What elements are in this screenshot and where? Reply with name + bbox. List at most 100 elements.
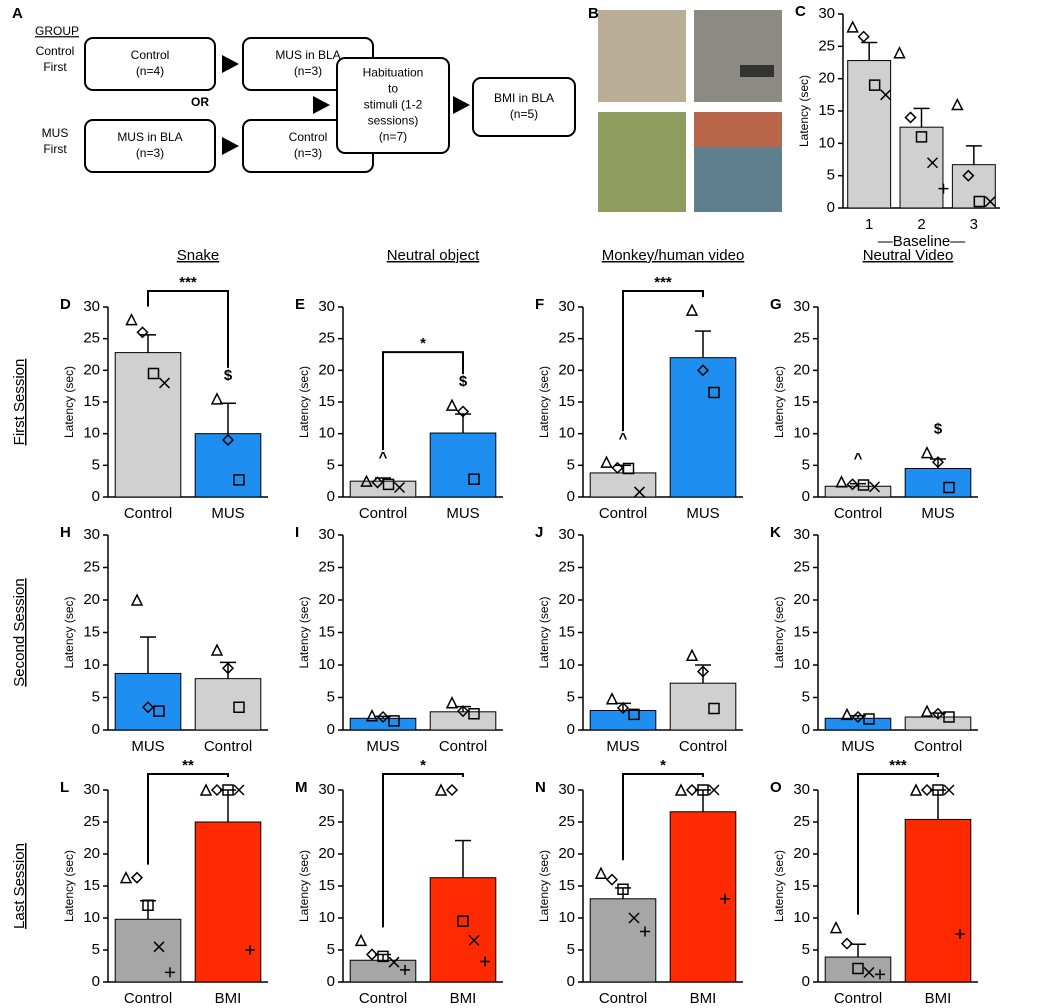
bracket [382,773,464,928]
bar [669,357,737,498]
arrow [222,55,239,73]
data-point [233,784,245,796]
y-tick-label: 15 [318,623,335,640]
data-point [611,461,624,474]
x-tick-label: Control [359,990,407,1007]
y-tick-label: 20 [793,591,810,608]
significance-bracket-label: ** [182,757,194,774]
data-point [708,702,720,715]
data-point [829,920,843,934]
data-point [456,405,470,418]
panel-letter: E [295,296,305,313]
data-point [696,665,710,678]
y-tick-label: 5 [327,688,335,705]
data-point [130,871,144,884]
y-tick-label: 5 [827,167,835,184]
data-point [685,303,699,316]
data-point [875,969,885,980]
bar [669,682,737,731]
data-point [962,169,975,182]
y-axis-label: Latency (sec) [537,596,551,668]
y-tick-label: 15 [818,102,835,119]
significance-mark: ^ [619,430,628,447]
arrow [453,96,470,114]
significance-bracket-label: * [420,335,426,352]
data-point [130,593,144,606]
data-point [382,478,395,491]
y-tick-label: 10 [83,656,100,673]
bracket [147,290,229,368]
panel-letter: M [295,779,308,796]
y-tick-label: 5 [802,456,810,473]
data-point [640,926,650,937]
bar [349,959,417,983]
y-tick-label: 5 [327,456,335,473]
data-point [835,475,848,488]
y-axis-label: Latency (sec) [797,75,811,147]
data-point [400,964,410,975]
x-tick-label: Control [359,505,407,522]
data-point [938,183,949,194]
data-point [674,783,688,796]
data-point [142,899,154,911]
photo-object [694,10,782,102]
data-point [920,783,934,797]
data-point [233,701,245,713]
y-axis-label: Latency (sec) [297,596,311,668]
x-axis-label: —Baseline— [878,233,966,250]
data-point [468,708,480,720]
panel-letter: N [535,779,546,796]
y-tick-label: 0 [567,973,575,990]
y-tick-label: 30 [558,298,575,315]
bar [669,811,737,983]
y-tick-label: 30 [318,781,335,798]
data-point [616,701,630,714]
data-point [628,912,640,924]
y-tick-label: 10 [793,909,810,926]
y-tick-label: 0 [92,488,100,505]
y-tick-label: 5 [567,941,575,958]
y-tick-label: 0 [327,973,335,990]
y-tick-label: 30 [793,781,810,798]
data-point [931,456,945,469]
y-tick-label: 5 [92,688,100,705]
data-point [951,97,964,111]
bar [429,711,497,731]
data-point [863,966,875,978]
y-tick-label: 25 [318,813,335,830]
data-point [360,474,373,487]
data-point [245,945,255,955]
data-point [720,893,730,904]
x-tick-label: Control [834,505,882,522]
data-point [141,701,155,714]
column-title: Neutral object [387,247,480,264]
y-tick-label: 25 [83,330,100,347]
bracket [857,773,939,915]
data-point [210,392,224,405]
y-tick-label: 20 [793,361,810,378]
y-tick-label: 0 [827,199,835,216]
data-point [931,707,945,720]
significance-mark: $ [934,421,943,438]
data-point [685,648,699,661]
y-tick-label: 15 [793,623,810,640]
bracket [622,290,704,432]
or-label: OR [191,95,209,109]
data-point [904,111,917,124]
y-axis-label: Latency (sec) [537,366,551,438]
arrow [313,96,330,114]
y-tick-label: 30 [558,781,575,798]
y-tick-label: 20 [318,591,335,608]
box-text: MUS in BLA [117,130,182,144]
y-tick-label: 25 [818,37,835,54]
x-tick-label: MUS [606,738,639,755]
y-axis-label: Latency (sec) [62,850,76,922]
y-tick-label: 20 [83,361,100,378]
data-point [376,710,390,724]
data-point [909,783,923,796]
photo-sky [694,112,782,147]
box-text: sessions) [368,114,419,128]
data-point [893,46,906,59]
panel-letter: G [770,296,782,313]
box-text: Habituation [363,66,424,80]
